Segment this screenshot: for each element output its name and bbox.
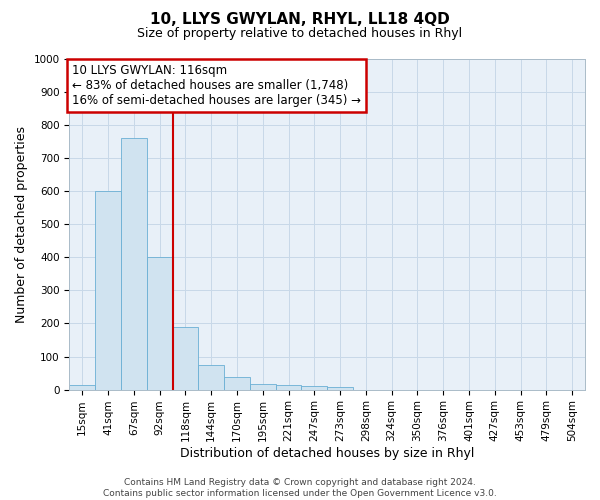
Bar xyxy=(121,138,147,390)
X-axis label: Distribution of detached houses by size in Rhyl: Distribution of detached houses by size … xyxy=(180,447,475,460)
Text: Contains HM Land Registry data © Crown copyright and database right 2024.
Contai: Contains HM Land Registry data © Crown c… xyxy=(103,478,497,498)
Bar xyxy=(95,191,121,390)
Bar xyxy=(327,387,353,390)
Text: 10 LLYS GWYLAN: 116sqm
← 83% of detached houses are smaller (1,748)
16% of semi-: 10 LLYS GWYLAN: 116sqm ← 83% of detached… xyxy=(72,64,361,107)
Text: Size of property relative to detached houses in Rhyl: Size of property relative to detached ho… xyxy=(137,28,463,40)
Bar xyxy=(173,327,199,390)
Bar xyxy=(199,365,224,390)
Bar xyxy=(224,377,250,390)
Bar xyxy=(70,384,95,390)
Bar xyxy=(250,384,275,390)
Text: 10, LLYS GWYLAN, RHYL, LL18 4QD: 10, LLYS GWYLAN, RHYL, LL18 4QD xyxy=(150,12,450,28)
Bar xyxy=(301,386,327,390)
Bar xyxy=(275,384,301,390)
Bar xyxy=(147,258,173,390)
Y-axis label: Number of detached properties: Number of detached properties xyxy=(15,126,28,323)
